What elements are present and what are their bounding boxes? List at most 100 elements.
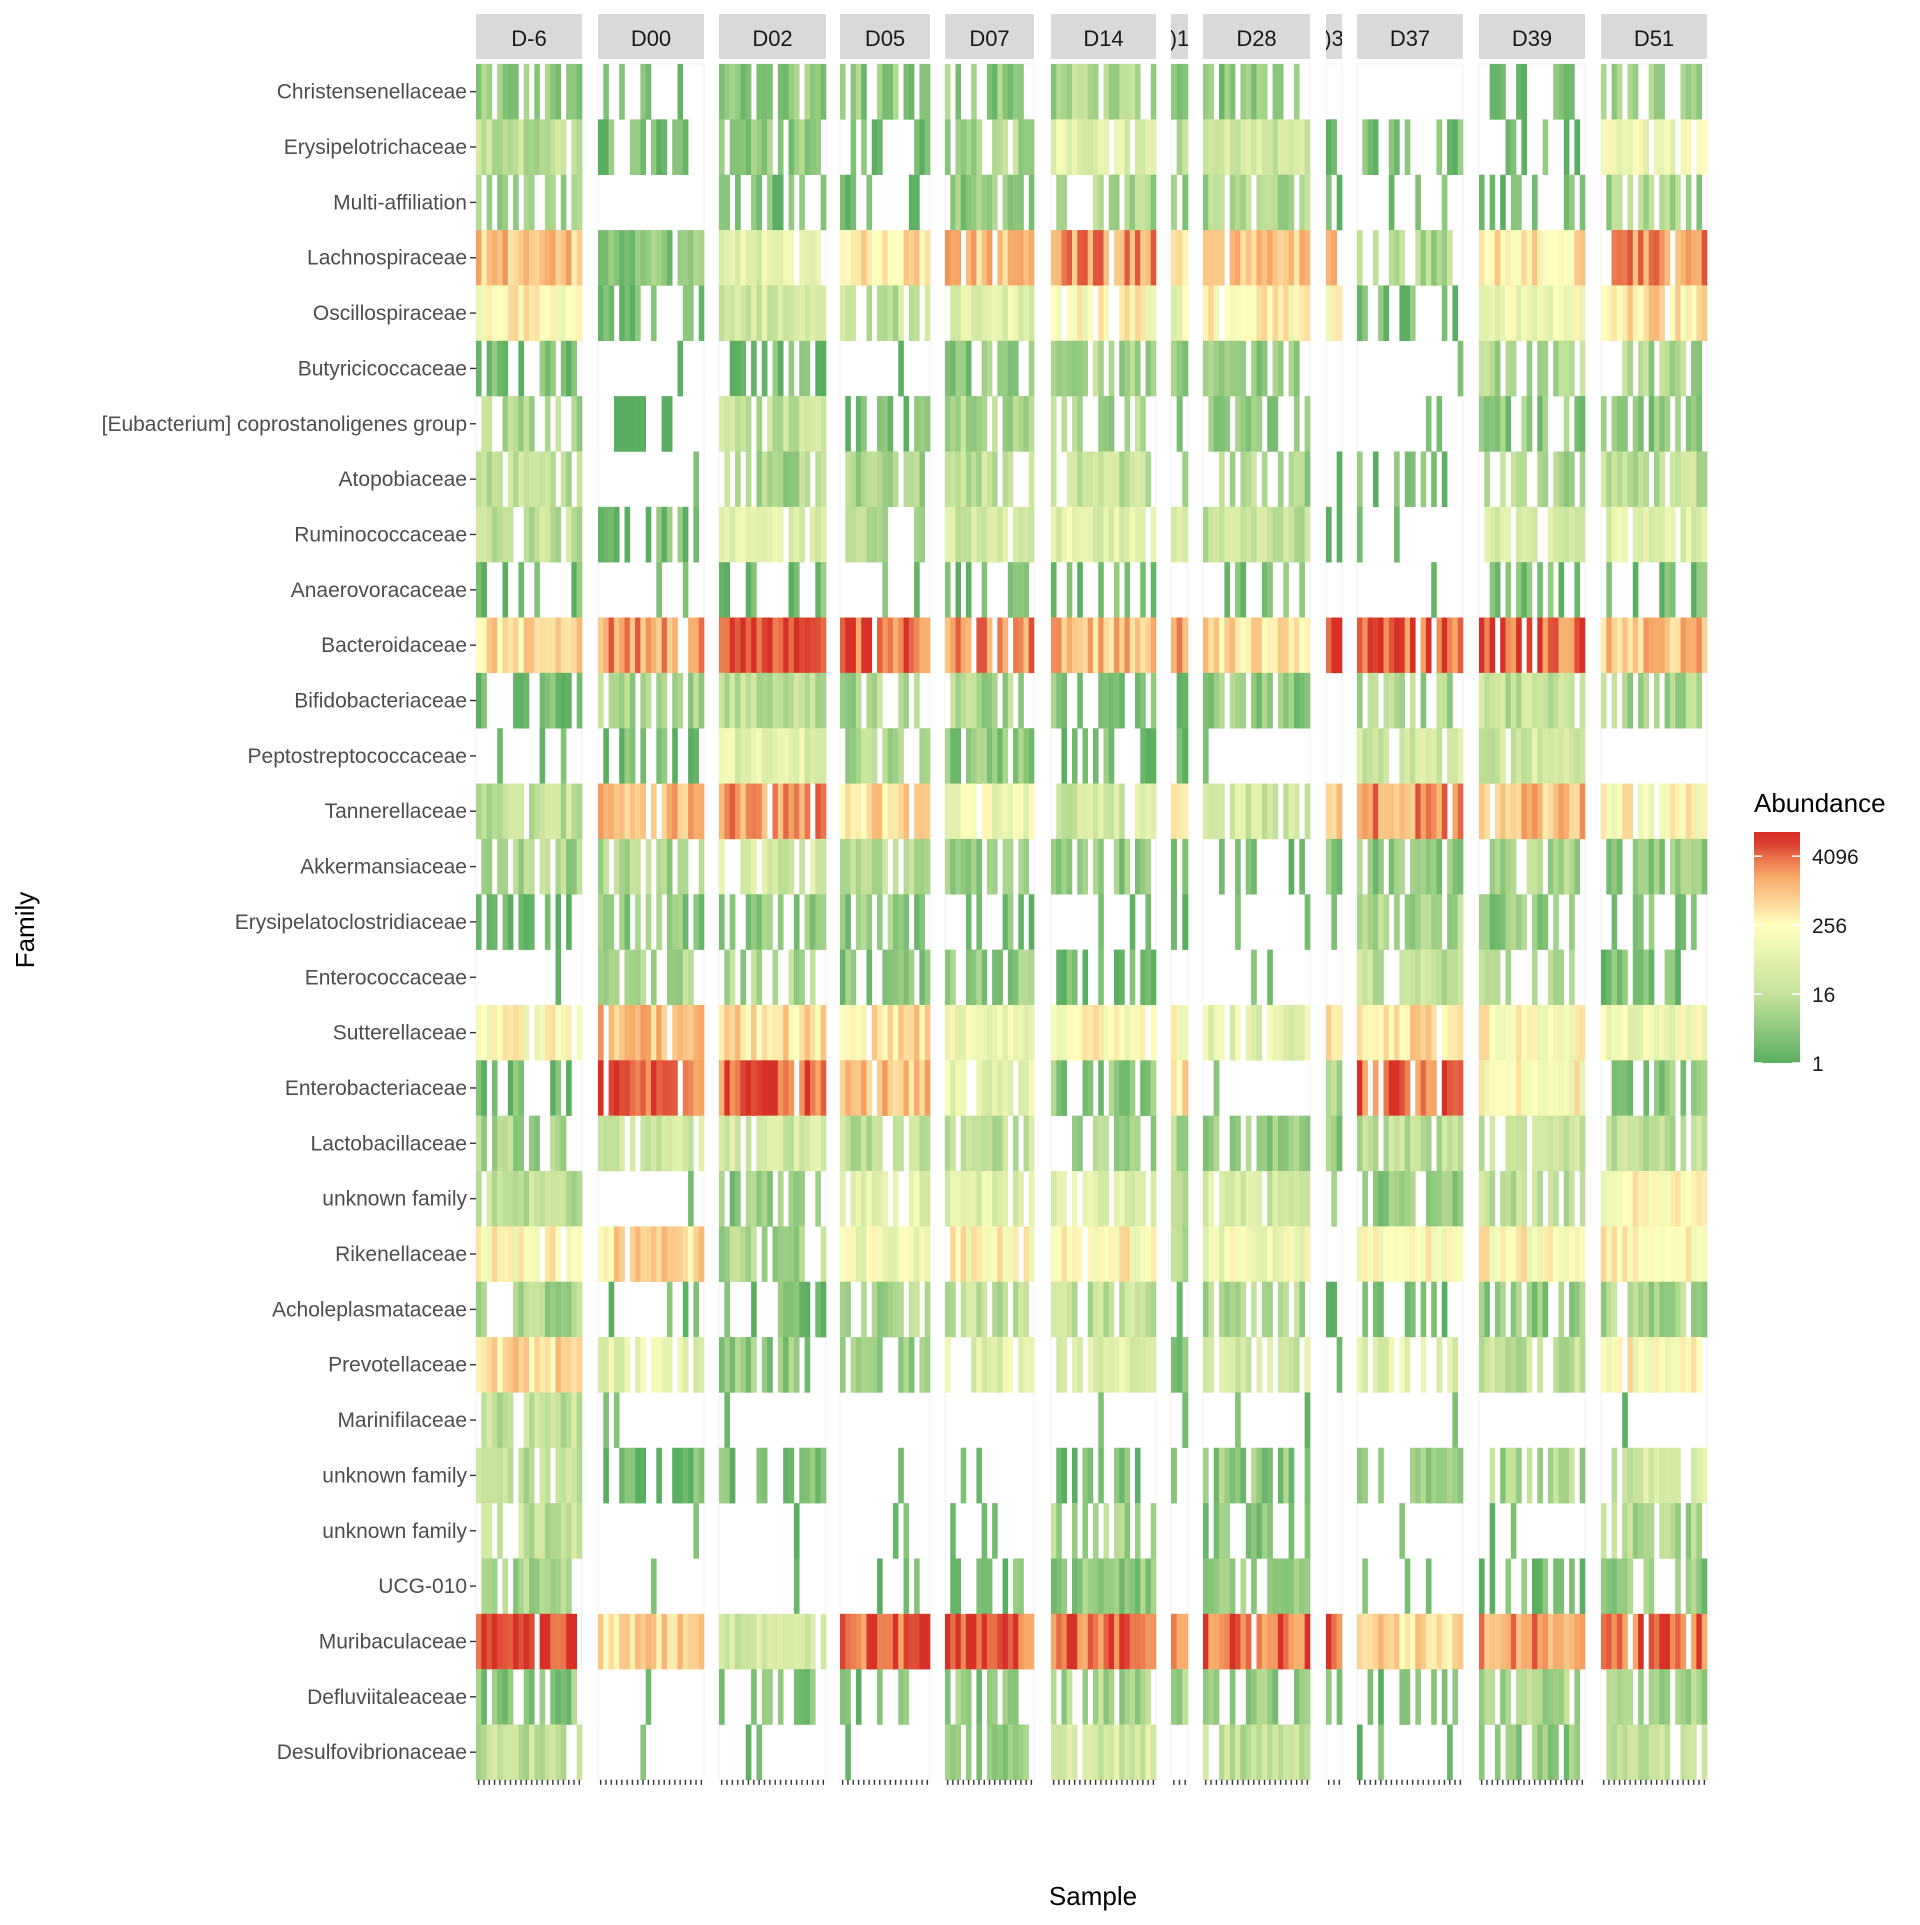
heatmap-cell <box>960 119 967 175</box>
heatmap-cell <box>1532 783 1538 840</box>
heatmap-cell <box>877 1337 883 1393</box>
heatmap-cell <box>603 1392 609 1449</box>
heatmap-cell <box>603 1613 609 1670</box>
heatmap-cell <box>965 672 972 729</box>
heatmap-cell <box>799 949 805 1006</box>
heatmap-cell <box>677 1337 684 1393</box>
heatmap-cell <box>981 285 988 342</box>
heatmap-cell <box>1288 1171 1295 1227</box>
heatmap-cell <box>1114 174 1120 231</box>
heatmap-cell <box>1272 285 1279 342</box>
heatmap-cell <box>1521 64 1527 120</box>
heatmap-cell <box>1023 1060 1030 1116</box>
heatmap-cell <box>1135 506 1141 563</box>
heatmap-cell <box>682 285 689 342</box>
heatmap-cell <box>1267 1447 1273 1504</box>
heatmap-cell <box>1251 230 1257 286</box>
heatmap-cell <box>1240 64 1247 120</box>
heatmap-cell <box>1357 838 1363 895</box>
heatmap-cell <box>898 672 904 729</box>
heatmap-cell <box>1532 285 1538 342</box>
heatmap-cell <box>624 1004 631 1061</box>
heatmap-cell <box>1479 783 1485 840</box>
heatmap-cell <box>1553 949 1559 1006</box>
heatmap-cell <box>965 1613 972 1670</box>
heatmap-cell <box>1579 617 1586 674</box>
heatmap-cell <box>1675 396 1681 452</box>
heatmap-cell <box>861 396 867 452</box>
heatmap-cell <box>1701 562 1708 618</box>
heatmap-cell <box>1542 1281 1549 1338</box>
heatmap-cell <box>1691 506 1697 563</box>
heatmap-cell <box>1018 949 1024 1006</box>
heatmap-cell <box>1489 1060 1496 1116</box>
heatmap-cell <box>845 396 851 452</box>
heatmap-cell <box>491 451 498 508</box>
heatmap-cell <box>840 1115 846 1172</box>
heatmap-cell <box>645 1060 652 1116</box>
heatmap-cell <box>1500 1226 1506 1282</box>
heatmap-cell <box>651 949 657 1006</box>
heatmap-cell <box>955 1004 962 1061</box>
heatmap-cell <box>1569 1004 1575 1061</box>
heatmap-cell <box>544 1226 551 1282</box>
heatmap-cell <box>914 1060 920 1116</box>
heatmap-cell <box>1213 1115 1220 1172</box>
heatmap-cell <box>1569 1226 1575 1282</box>
heatmap-cell <box>481 1613 487 1670</box>
heatmap-cell <box>1553 783 1559 840</box>
heatmap-cell <box>1124 838 1131 895</box>
heatmap-cell <box>1277 672 1284 729</box>
heatmap-cell <box>608 949 615 1006</box>
heatmap-cell <box>672 949 678 1006</box>
heatmap-cell <box>719 64 725 120</box>
heatmap-cell <box>1537 1724 1543 1781</box>
heatmap-cell <box>815 838 821 895</box>
heatmap-cell <box>882 396 888 452</box>
heatmap-cell <box>772 451 779 508</box>
heatmap-cell <box>903 396 910 452</box>
heatmap-cell <box>1304 396 1311 452</box>
heatmap-cell <box>497 1447 503 1504</box>
heatmap-cell <box>1579 1115 1586 1172</box>
heatmap-cell <box>1574 396 1580 452</box>
heatmap-cell <box>1431 838 1437 895</box>
heatmap-cell <box>476 1447 482 1504</box>
heatmap-cell <box>518 1558 524 1615</box>
heatmap-cell <box>820 672 827 729</box>
heatmap-cell <box>850 230 857 286</box>
heatmap-cell <box>576 783 583 840</box>
heatmap-cell <box>1362 1337 1368 1393</box>
heatmap-cell <box>560 1503 567 1559</box>
heatmap-cell <box>1489 1171 1496 1227</box>
heatmap-cell <box>945 506 951 563</box>
heatmap-cell <box>1378 783 1384 840</box>
heatmap-cell <box>809 1669 816 1725</box>
heatmap-cell <box>745 1004 752 1061</box>
heatmap-cell <box>476 174 482 231</box>
heatmap-cell <box>1579 1004 1586 1061</box>
heatmap-cell <box>1399 672 1405 729</box>
heatmap-cell <box>992 1115 998 1172</box>
heatmap-cell <box>1680 1613 1687 1670</box>
heatmap-cell <box>1007 230 1014 286</box>
heatmap-cell <box>840 230 846 286</box>
heatmap-cell <box>491 119 498 175</box>
heatmap-cell <box>950 1060 956 1116</box>
heatmap-cell <box>914 894 920 950</box>
heatmap-cell <box>1457 617 1464 674</box>
heatmap-cell <box>1051 1060 1057 1116</box>
heatmap-cell <box>1579 1447 1586 1504</box>
heatmap-cell <box>793 949 800 1006</box>
heatmap-cell <box>1696 1171 1702 1227</box>
heatmap-cell <box>729 506 736 563</box>
heatmap-cell <box>740 672 747 729</box>
heatmap-cell <box>960 396 967 452</box>
heatmap-cell <box>613 230 620 286</box>
heatmap-cell <box>1394 119 1400 175</box>
heatmap-cell <box>950 230 956 286</box>
heatmap-cell <box>960 1281 967 1338</box>
heatmap-cell <box>1150 285 1157 342</box>
heatmap-cell <box>1277 1447 1284 1504</box>
heatmap-cell <box>945 451 951 508</box>
